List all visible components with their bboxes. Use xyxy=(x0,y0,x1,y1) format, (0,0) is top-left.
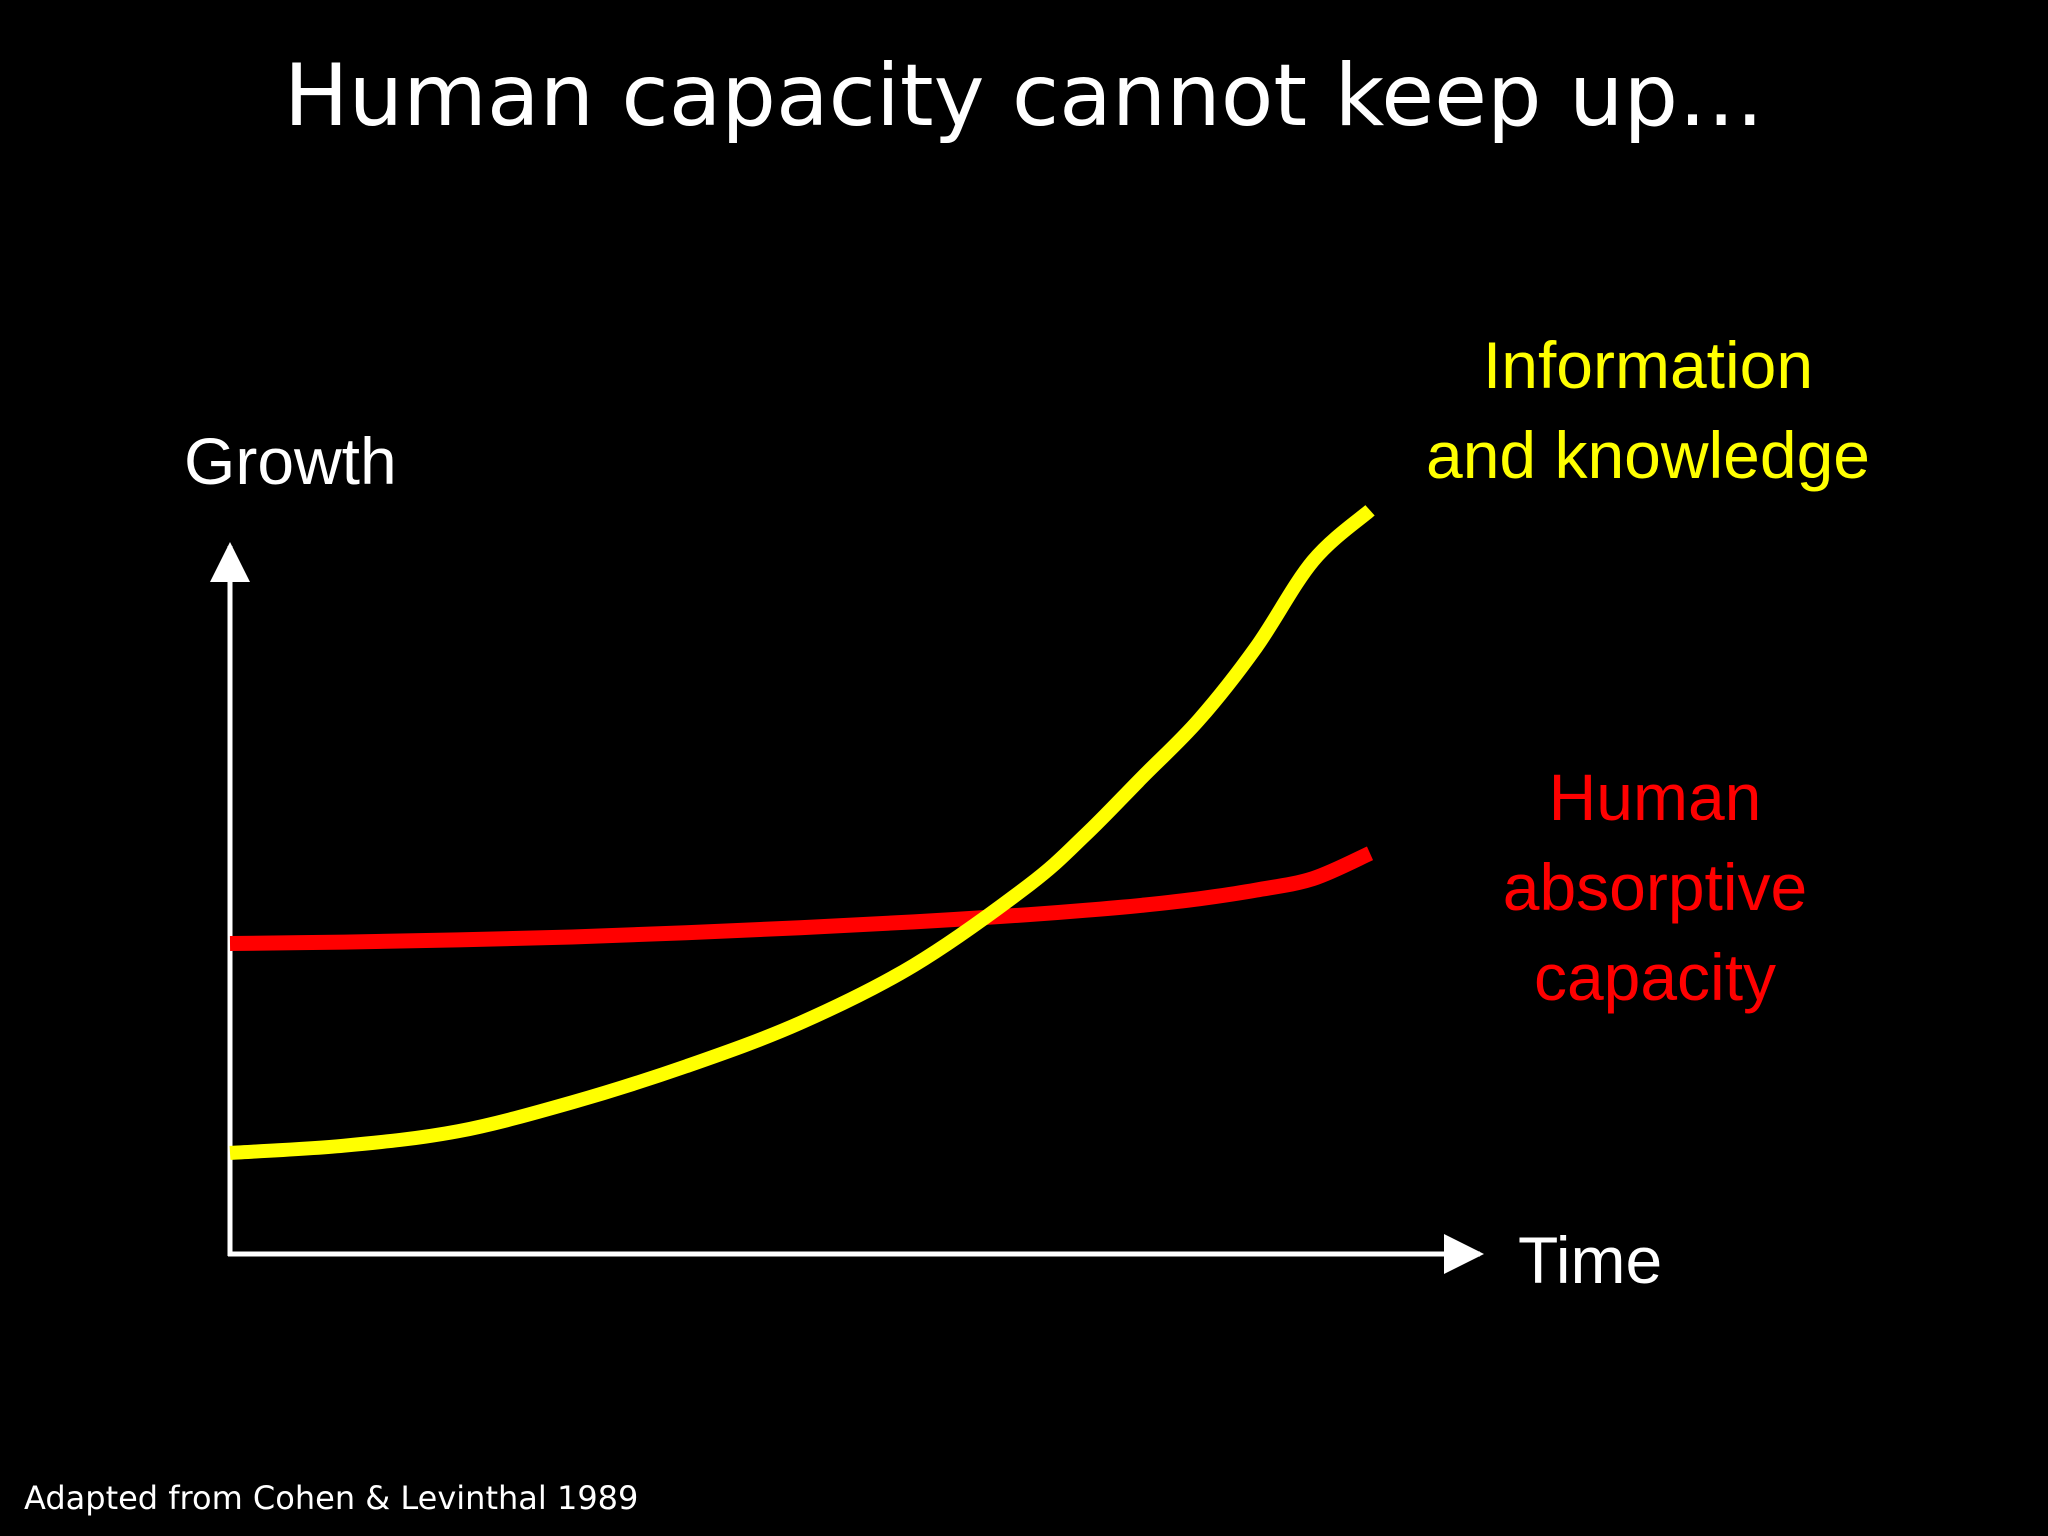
series-label-line: and knowledge xyxy=(1426,418,1870,492)
series-line-information-knowledge xyxy=(229,504,1375,1160)
series-layer: Information and knowledge Human absorptive c… xyxy=(229,328,1870,1160)
x-axis-label: Time xyxy=(1518,1223,1662,1297)
series-label-line: capacity xyxy=(1534,940,1776,1014)
slide-title: Human capacity cannot keep up… xyxy=(283,46,1765,146)
y-axis-label: Growth xyxy=(184,424,397,498)
series-label-information-knowledge: Information and knowledge xyxy=(1426,328,1870,492)
series-label-line: Information xyxy=(1483,328,1813,402)
source-note: Adapted from Cohen & Levinthal 1989 xyxy=(24,1479,639,1517)
series-label-line: absorptive xyxy=(1503,850,1808,924)
series-label-line: Human xyxy=(1549,760,1762,834)
series-label-human-absorptive-capacity: Human absorptive capacity xyxy=(1503,760,1808,1014)
series-line-human-absorptive-capacity xyxy=(229,846,1374,951)
